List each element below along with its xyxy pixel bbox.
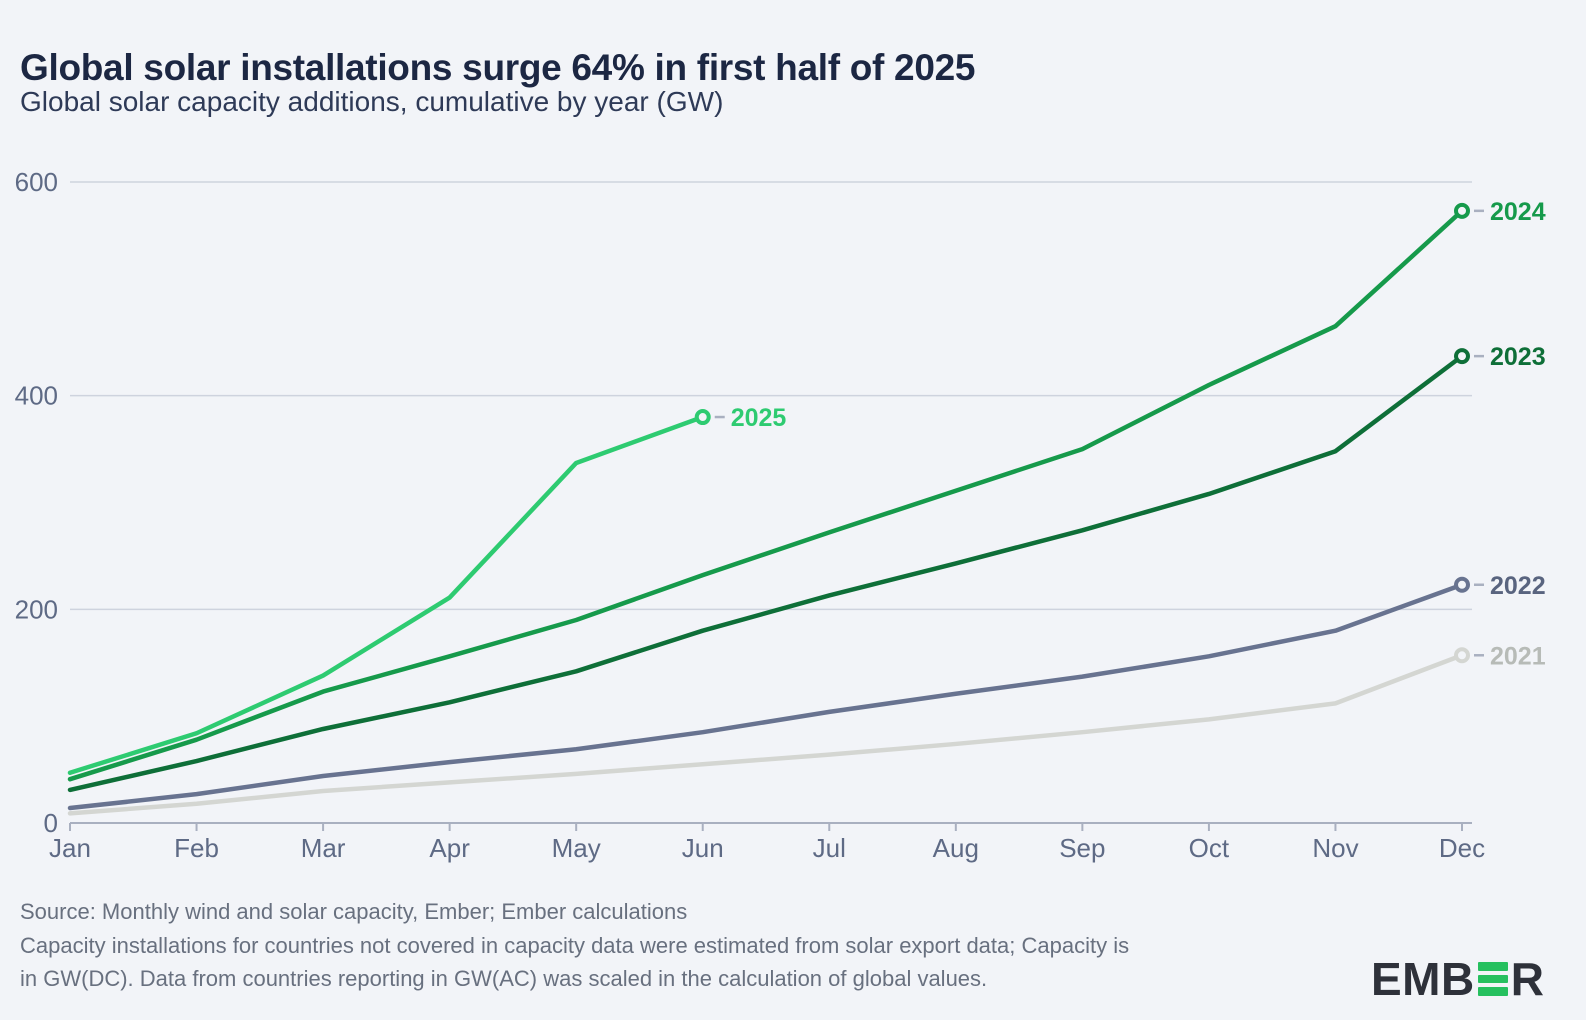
x-axis-label-Nov: Nov: [1312, 833, 1358, 863]
series-label-2023: 2023: [1490, 343, 1546, 371]
series-line-2021: [67, 653, 1465, 816]
x-axis-label-Dec: Dec: [1439, 833, 1485, 863]
series-endpoint-2024: [1454, 202, 1470, 219]
series-line-2025: [67, 414, 705, 776]
series-label-2021: 2021: [1490, 642, 1546, 670]
y-axis-label-600: 600: [15, 167, 58, 197]
series-endpoint-2023: [1454, 348, 1470, 365]
page-title: Global solar installations surge 64% in …: [20, 46, 976, 88]
series-endpoint-2025: [694, 409, 711, 426]
source-line: in GW(DC). Data from countries reporting…: [20, 966, 988, 991]
source-note: Source: Monthly wind and solar capacity,…: [20, 895, 1129, 996]
source-line: Source: Monthly wind and solar capacity,…: [20, 899, 688, 924]
series-label-2025: 2025: [731, 404, 787, 432]
x-axis-label-Apr: Apr: [429, 833, 470, 863]
series-line-2024: [67, 208, 1465, 782]
y-axis-label-0: 0: [44, 808, 58, 838]
series-label-2024: 2024: [1490, 198, 1546, 226]
x-axis-label-May: May: [552, 833, 601, 863]
series-line-2022: [67, 582, 1465, 811]
x-axis-label-Aug: Aug: [933, 833, 979, 863]
x-axis-label-Jun: Jun: [682, 833, 724, 863]
x-axis-label-Sep: Sep: [1059, 833, 1105, 863]
series-endpoint-2022: [1454, 576, 1470, 593]
ember-logo-green-e-icon: [1477, 962, 1508, 997]
ember-logo-text-emb: EMB: [1371, 953, 1475, 1005]
x-axis-label-Feb: Feb: [174, 833, 219, 863]
series-label-2022: 2022: [1490, 572, 1546, 600]
x-axis-label-Mar: Mar: [301, 833, 346, 863]
x-axis-label-Jan: Jan: [49, 833, 91, 863]
ember-logo-text-r: R: [1510, 953, 1545, 1005]
x-axis-label-Jul: Jul: [813, 833, 846, 863]
series-endpoint-2021: [1454, 647, 1470, 664]
y-axis-label-400: 400: [15, 381, 58, 411]
x-axis-label-Oct: Oct: [1189, 833, 1230, 863]
y-axis-label-200: 200: [15, 594, 58, 624]
source-line: Capacity installations for countries not…: [20, 932, 1130, 958]
chart-subtitle: Global solar capacity additions, cumulat…: [20, 86, 724, 117]
ember-logo: EMB R: [1371, 953, 1544, 1005]
series-line-2023: [67, 353, 1465, 793]
